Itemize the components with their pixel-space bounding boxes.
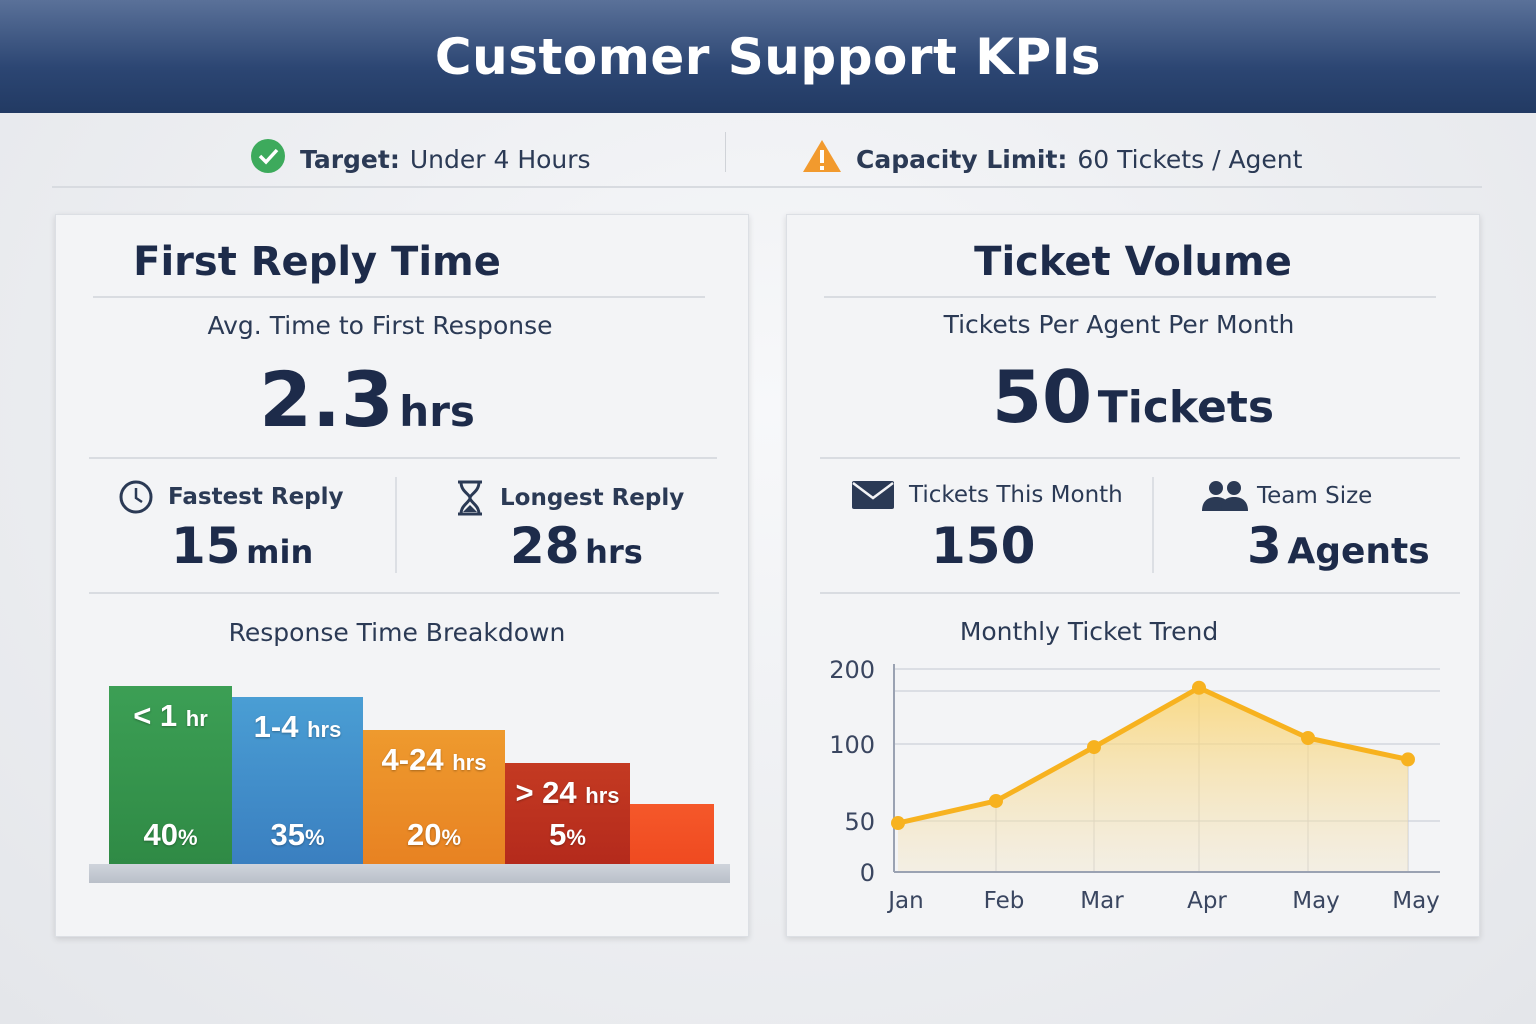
bar-category-label: 4-24 hrs <box>381 742 487 777</box>
bar-3: > 24 hrs 5% <box>505 763 630 864</box>
y-tick-label: 0 <box>860 859 875 887</box>
fastest-reply-unit: min <box>246 533 314 571</box>
envelope-icon <box>851 479 895 511</box>
fastest-reply-label: Fastest Reply <box>168 484 344 510</box>
team-size-value: 3 <box>1247 517 1282 575</box>
target-label: Target: <box>300 144 400 174</box>
trend-title: Monthly Ticket Trend <box>959 617 1219 646</box>
team-size-label: Team Size <box>1257 483 1373 509</box>
x-tick-label: May <box>1392 888 1440 914</box>
card-subtitle: Avg. Time to First Response <box>207 311 553 340</box>
first-reply-card: First Reply Time Avg. Time to First Resp… <box>55 214 749 937</box>
card-title: Ticket Volume <box>974 239 1292 285</box>
x-tick-label: Mar <box>1080 888 1124 914</box>
header: Customer Support KPIs <box>0 0 1536 113</box>
capacity-value: 60 Tickets / Agent <box>1077 144 1303 174</box>
bar-category-label: > 24 hrs <box>515 775 620 810</box>
ticket-volume-card: Ticket Volume Tickets Per Agent Per Mont… <box>786 214 1480 937</box>
clock-icon <box>118 479 154 515</box>
page-title: Customer Support KPIs <box>434 27 1102 86</box>
y-tick-label: 100 <box>829 731 875 759</box>
divider <box>89 457 717 459</box>
team-size: Team Size <box>1201 479 1372 513</box>
hourglass-icon <box>454 479 486 517</box>
divider <box>89 592 719 594</box>
longest-reply-value: 28 <box>510 517 580 575</box>
trend-line <box>897 685 1409 826</box>
fastest-reply: Fastest Reply <box>118 479 344 515</box>
monthly-ticket-trend-chart: 0 50 100 200 Jan Feb Mar Apr May May <box>829 656 1440 914</box>
bar-category-label: 1-4 hrs <box>253 709 342 744</box>
longest-reply-label: Longest Reply <box>500 485 685 511</box>
response-breakdown-chart: < 1 hr 40% 1-4 hrs 35% 4-24 hrs 20% > 24 hrs 5% <box>109 655 716 864</box>
divider <box>820 457 1460 459</box>
check-circle-icon <box>250 138 286 180</box>
target-value: Under 4 Hours <box>409 144 591 174</box>
warning-icon <box>802 138 842 180</box>
bar-value-label: 35% <box>270 817 325 852</box>
avg-reply-unit: hrs <box>399 387 475 436</box>
longest-reply: Longest Reply <box>454 479 684 517</box>
breakdown-title: Response Time Breakdown <box>228 618 566 647</box>
target-bar: Target: Under 4 Hours Capacity Limit: 60… <box>52 128 1482 188</box>
data-point <box>891 816 905 831</box>
tickets-this-month-value: 150 <box>931 517 1036 575</box>
divider <box>93 296 705 298</box>
x-tick-label: Apr <box>1187 888 1227 914</box>
bar-value-label: 40% <box>143 817 198 852</box>
bar-value-label: 20% <box>406 817 462 852</box>
data-point <box>1301 731 1315 745</box>
bar-1: 1-4 hrs 35% <box>232 697 363 864</box>
bar-0: < 1 hr 40% <box>109 686 232 864</box>
area-fill <box>898 687 1408 872</box>
data-point <box>989 793 1003 808</box>
bar-category-label: < 1 hr <box>133 698 208 733</box>
divider <box>395 477 397 573</box>
target-item: Target: Under 4 Hours <box>250 138 591 180</box>
tickets-per-agent-value: 50 <box>991 355 1093 439</box>
divider <box>824 296 1436 298</box>
bar-chart-base <box>89 864 730 883</box>
y-tick-label: 50 <box>844 808 875 836</box>
x-tick-label: Feb <box>984 888 1025 914</box>
x-tick-label: Jan <box>886 888 923 914</box>
x-tick-label: May <box>1292 888 1340 914</box>
tickets-this-month: Tickets This Month <box>851 479 1123 511</box>
people-icon <box>1201 479 1248 513</box>
capacity-label: Capacity Limit: <box>856 144 1068 174</box>
bar-value-label: 5% <box>549 817 586 852</box>
data-point <box>1192 680 1206 695</box>
bar-unlabeled <box>630 804 714 864</box>
tickets-per-agent-unit: Tickets <box>1097 382 1275 433</box>
fastest-reply-value: 15 <box>171 517 241 575</box>
longest-reply-unit: hrs <box>585 533 643 571</box>
divider <box>725 132 726 172</box>
capacity-item: Capacity Limit: 60 Tickets / Agent <box>802 138 1302 180</box>
data-point <box>1087 740 1101 755</box>
divider <box>1152 477 1154 573</box>
divider <box>820 592 1460 594</box>
avg-reply-value: 2.3 <box>259 355 394 444</box>
bar-2: 4-24 hrs 20% <box>363 730 505 864</box>
team-size-unit: Agents <box>1287 531 1430 572</box>
card-subtitle: Tickets Per Agent Per Month <box>943 310 1295 339</box>
data-point <box>1401 752 1415 767</box>
y-tick-label: 200 <box>829 656 875 684</box>
tickets-this-month-label: Tickets This Month <box>909 482 1123 508</box>
card-title: First Reply Time <box>133 239 501 285</box>
